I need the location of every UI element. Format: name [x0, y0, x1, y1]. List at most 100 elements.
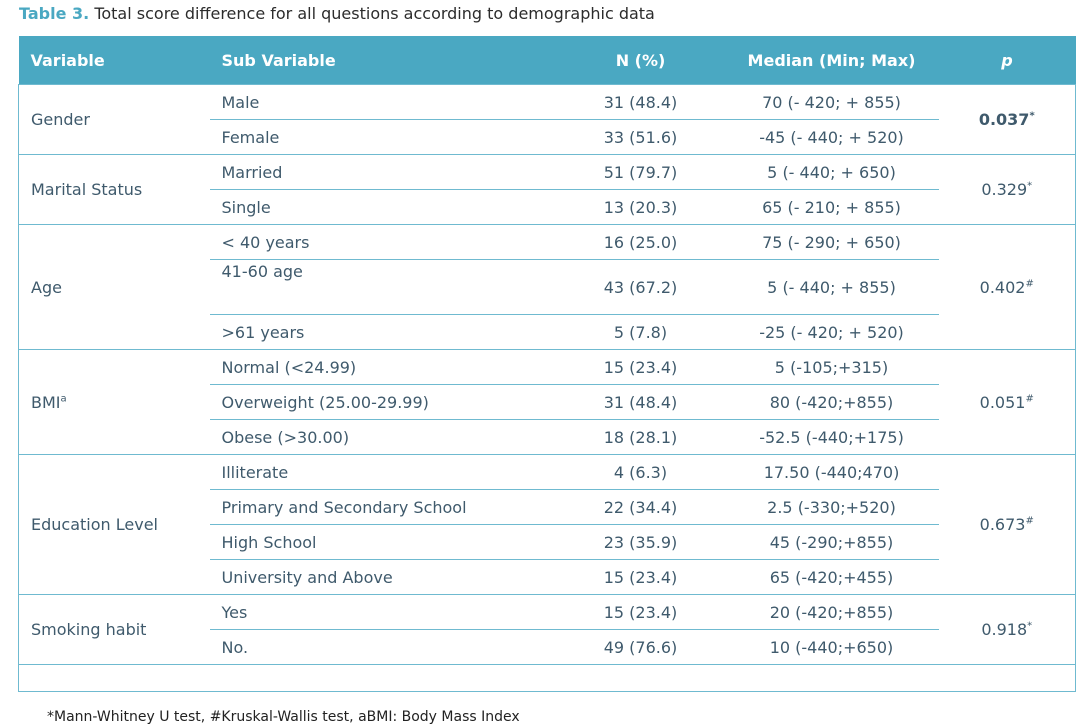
sub-cell: Normal (<24.99)	[209, 349, 557, 385]
p-mark: #	[1025, 393, 1034, 405]
p-value-cell: 0.402#	[938, 224, 1076, 350]
header-sub-variable: Sub Variable	[209, 36, 557, 85]
median-cell: 45 (-290;+855)	[724, 524, 939, 560]
median-cell: 5 (- 440; + 855)	[724, 259, 939, 315]
table-end-row	[18, 664, 1076, 692]
n-cell: 5 (7.8)	[556, 314, 725, 350]
n-cell: 15 (23.4)	[556, 559, 725, 595]
n-cell: 4 (6.3)	[556, 454, 725, 490]
p-mark: *	[1027, 180, 1033, 192]
header-median: Median (Min; Max)	[724, 36, 939, 85]
sub-cell: >61 years	[209, 314, 557, 350]
table-row: 41-60 age 43 (67.2) 5 (- 440; + 855)	[19, 259, 1076, 315]
variable-cell: Marital Status	[18, 154, 210, 225]
header-n: N (%)	[556, 36, 725, 85]
n-cell: 18 (28.1)	[556, 419, 725, 455]
median-cell: -52.5 (-440;+175)	[724, 419, 939, 455]
table-row: Female 33 (51.6) -45 (- 440; + 520)	[19, 119, 1076, 155]
variable-mark: a	[60, 393, 67, 405]
median-cell: -45 (- 440; + 520)	[724, 119, 939, 155]
p-value-cell: 0.051#	[938, 349, 1076, 455]
header-p: p	[938, 36, 1076, 85]
variable-cell: Age	[18, 224, 210, 350]
median-cell: 65 (- 210; + 855)	[724, 189, 939, 225]
empty-cell	[724, 664, 939, 692]
empty-cell	[938, 664, 1076, 692]
variable-cell: Smoking habit	[18, 594, 210, 665]
empty-cell	[18, 664, 210, 692]
n-cell: 49 (76.6)	[556, 629, 725, 665]
p-mark: *	[1029, 110, 1035, 122]
table-row: University and Above 15 (23.4) 65 (-420;…	[19, 559, 1076, 595]
median-cell: 70 (- 420; + 855)	[724, 84, 939, 120]
sub-cell: No.	[209, 629, 557, 665]
variable-label: Gender	[31, 110, 90, 129]
table-row: No. 49 (76.6) 10 (-440;+650)	[19, 629, 1076, 665]
table-footnote: *Mann-Whitney U test, #Kruskal-Wallis te…	[47, 709, 520, 725]
p-value-cell: 0.918*	[938, 594, 1076, 665]
sub-cell: High School	[209, 524, 557, 560]
n-cell: 51 (79.7)	[556, 154, 725, 190]
empty-cell	[209, 664, 557, 692]
demographic-table: Variable Sub Variable N (%) Median (Min;…	[18, 36, 1076, 692]
empty-cell	[556, 664, 725, 692]
n-cell: 23 (35.9)	[556, 524, 725, 560]
sub-cell: Primary and Secondary School	[209, 489, 557, 525]
p-value: 0.329	[981, 180, 1028, 199]
table-row: BMIa Normal (<24.99) 15 (23.4) 5 (-105;+…	[18, 349, 1076, 455]
sub-cell: Male	[209, 84, 557, 120]
variable-label: Age	[31, 277, 62, 297]
median-cell: 10 (-440;+650)	[724, 629, 939, 665]
sub-cell: 41-60 age	[209, 259, 557, 315]
n-cell: 16 (25.0)	[556, 224, 725, 260]
n-cell: 13 (20.3)	[556, 189, 725, 225]
variable-label: BMI	[31, 392, 61, 412]
sub-cell: Single	[209, 189, 557, 225]
n-cell: 31 (48.4)	[556, 84, 725, 120]
table-row: Smoking habit Yes 15 (23.4) 20 (-420;+85…	[18, 594, 1076, 665]
sub-cell: Illiterate	[209, 454, 557, 490]
sub-cell: Female	[209, 119, 557, 155]
sub-cell: < 40 years	[209, 224, 557, 260]
median-cell: 2.5 (-330;+520)	[724, 489, 939, 525]
p-value: 0.402	[979, 277, 1026, 297]
p-mark: *	[1027, 620, 1033, 632]
variable-cell: Education Level	[18, 454, 210, 595]
p-value: 0.918	[981, 620, 1028, 639]
median-cell: 65 (-420;+455)	[724, 559, 939, 595]
table-row: Gender Male 31 (48.4) 70 (- 420; + 855) …	[18, 84, 1076, 155]
n-cell: 15 (23.4)	[556, 594, 725, 630]
caption-label: Table 3.	[19, 4, 90, 23]
median-cell: 80 (-420;+855)	[724, 384, 939, 420]
median-cell: -25 (- 420; + 520)	[724, 314, 939, 350]
median-cell: 75 (- 290; + 650)	[724, 224, 939, 260]
variable-label: Education Level	[31, 515, 158, 534]
variable-cell: Gender	[18, 84, 210, 155]
table-row: >61 years 5 (7.8) -25 (- 420; + 520)	[19, 314, 1076, 350]
table-row: Primary and Secondary School 22 (34.4) 2…	[19, 489, 1076, 525]
median-cell: 5 (-105;+315)	[724, 349, 939, 385]
table-row: Single 13 (20.3) 65 (- 210; + 855)	[19, 189, 1076, 225]
p-value: 0.051	[979, 392, 1026, 412]
sub-cell: Overweight (25.00-29.99)	[209, 384, 557, 420]
p-value: 0.037	[978, 110, 1030, 129]
p-value-cell: 0.673#	[938, 454, 1076, 595]
table-row: Obese (>30.00) 18 (28.1) -52.5 (-440;+17…	[19, 419, 1076, 455]
p-value-cell: 0.037*	[938, 84, 1076, 155]
p-value: 0.673	[979, 515, 1026, 534]
variable-cell: BMIa	[18, 349, 210, 455]
sub-cell: Obese (>30.00)	[209, 419, 557, 455]
sub-cell: Married	[209, 154, 557, 190]
n-cell: 43 (67.2)	[556, 259, 725, 315]
p-mark: #	[1025, 515, 1034, 527]
median-cell: 17.50 (-440;470)	[724, 454, 939, 490]
variable-label: Marital Status	[31, 180, 143, 199]
header-variable: Variable	[18, 36, 210, 85]
sub-cell: University and Above	[209, 559, 557, 595]
n-cell: 22 (34.4)	[556, 489, 725, 525]
table-row: Overweight (25.00-29.99) 31 (48.4) 80 (-…	[19, 384, 1076, 420]
median-cell: 20 (-420;+855)	[724, 594, 939, 630]
p-value-cell: 0.329*	[938, 154, 1076, 225]
p-mark: #	[1025, 278, 1034, 290]
n-cell: 15 (23.4)	[556, 349, 725, 385]
